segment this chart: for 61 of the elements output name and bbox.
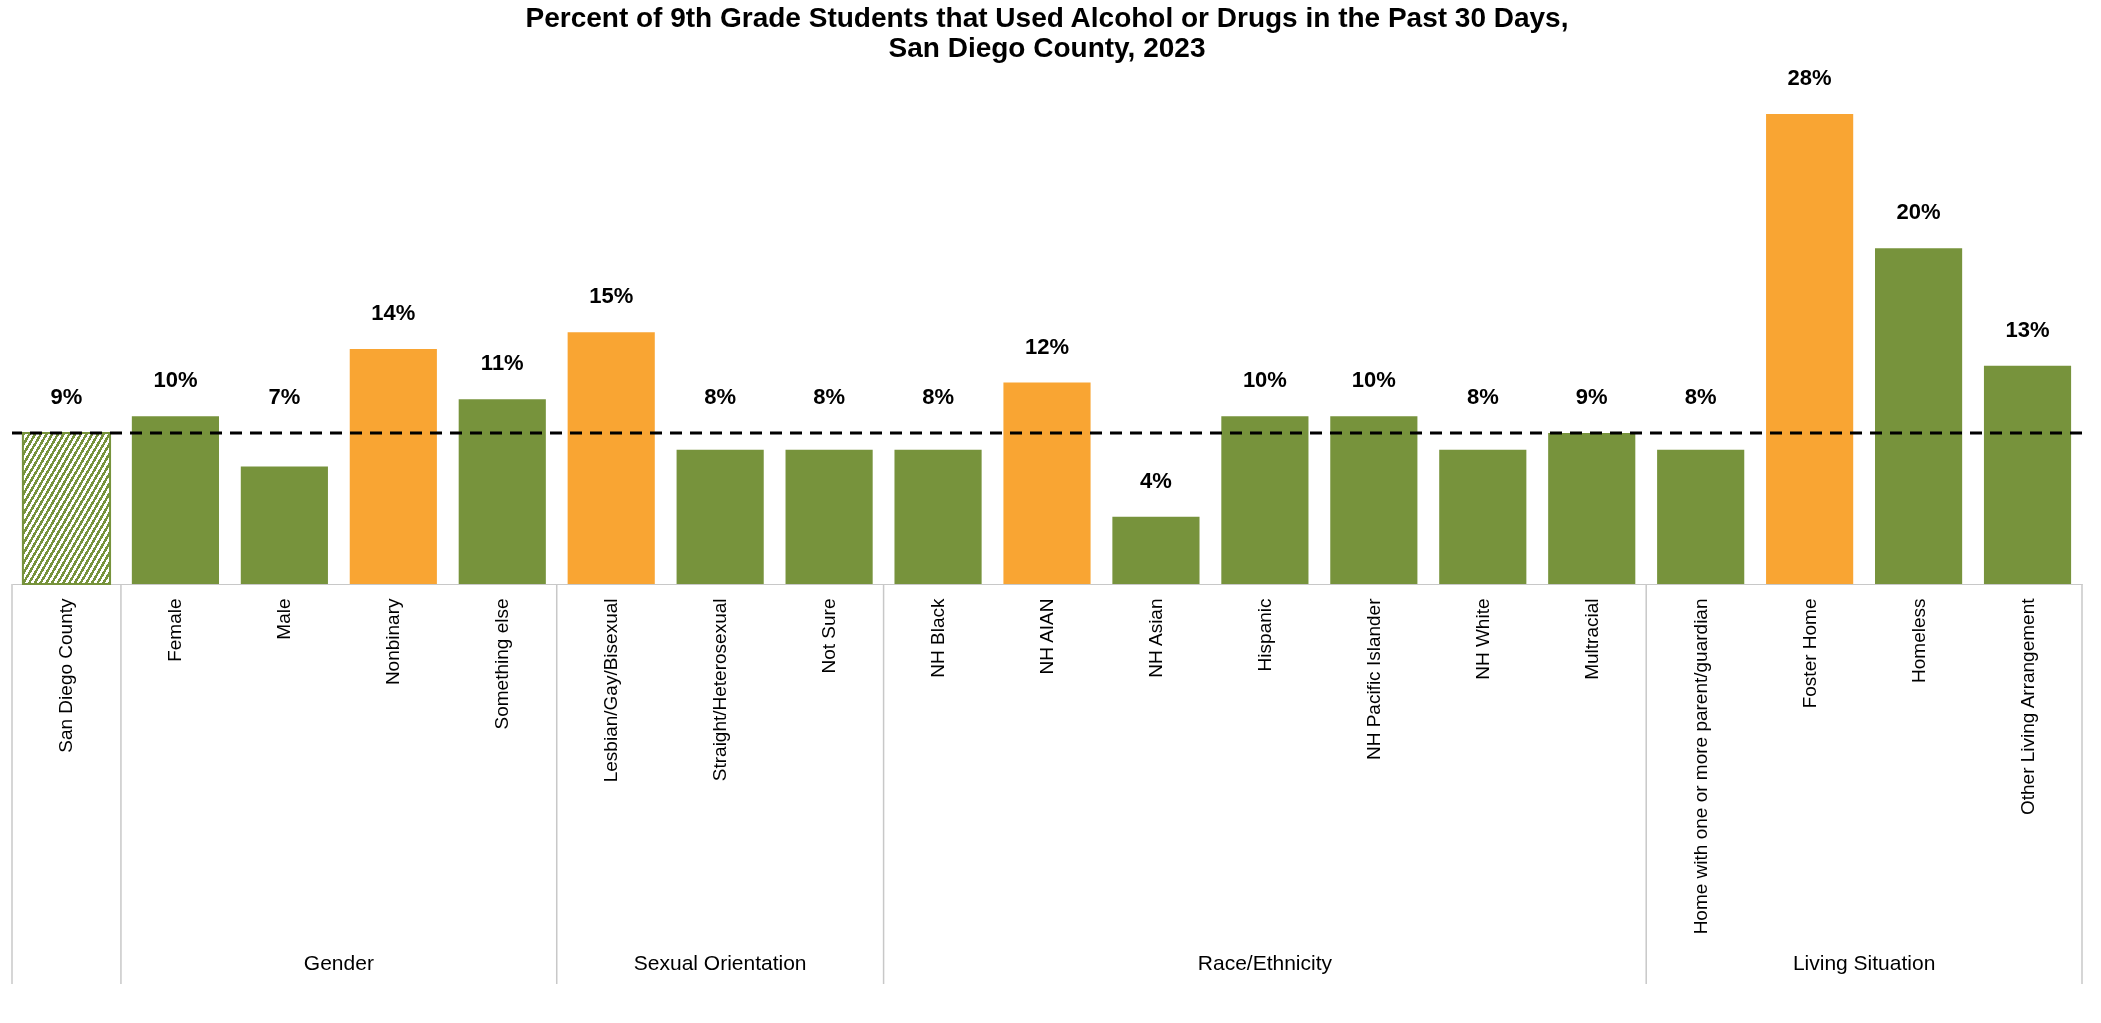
bar bbox=[1003, 382, 1091, 584]
bar bbox=[1221, 416, 1309, 584]
x-tick-label: NH Pacific Islander bbox=[1362, 597, 1384, 761]
data-label: 8% bbox=[704, 383, 737, 409]
x-tick-label: Home with one or more parent/guardian bbox=[1689, 598, 1711, 935]
bar bbox=[1766, 114, 1854, 584]
bar bbox=[1657, 449, 1745, 584]
bar bbox=[785, 449, 873, 584]
x-tick-label: Female bbox=[164, 598, 186, 662]
data-label: 12% bbox=[1024, 333, 1070, 359]
x-tick-label: Not Sure bbox=[818, 598, 840, 674]
x-tick-label: NH AIAN bbox=[1036, 598, 1057, 675]
text: Sexual Orientation bbox=[633, 951, 807, 974]
x-tick-label: Homeless bbox=[1907, 598, 1929, 683]
bar bbox=[349, 349, 437, 584]
data-label: 8% bbox=[1684, 383, 1717, 409]
x-tick-label: Nonbinary bbox=[382, 598, 404, 686]
data-label: 9% bbox=[50, 383, 83, 409]
data-label: 20% bbox=[1896, 199, 1941, 225]
x-tick-label: Hispanic bbox=[1253, 598, 1275, 672]
bar bbox=[1112, 516, 1200, 584]
bar bbox=[1439, 449, 1527, 584]
data-label: 10% bbox=[1351, 367, 1396, 393]
data-label: 11% bbox=[480, 350, 524, 376]
bar bbox=[1983, 365, 2072, 584]
bar bbox=[240, 466, 328, 584]
bar bbox=[1330, 416, 1418, 584]
x-tick-label: Other Living Arrangement bbox=[2016, 597, 2038, 816]
data-label: 28% bbox=[1787, 65, 1832, 90]
text: Living Situation bbox=[1792, 951, 1936, 974]
x-tick-label: NH White bbox=[1471, 598, 1493, 680]
data-label: 8% bbox=[1466, 383, 1499, 409]
data-label: 8% bbox=[813, 383, 845, 409]
bar bbox=[676, 449, 764, 584]
bar bbox=[894, 449, 982, 584]
chart-title: Percent of 9th Grade Students that Used Alcohol or Drugs in the Past 30 Days, San Diego County, 2023 bbox=[525, 2, 1569, 63]
data-label: 10% bbox=[153, 367, 198, 393]
bar bbox=[1875, 248, 1963, 584]
text: Gender bbox=[303, 951, 374, 974]
data-label: 9% bbox=[1575, 383, 1608, 409]
x-tick-label: NH Black bbox=[927, 598, 949, 678]
bar bbox=[458, 399, 546, 584]
bar bbox=[567, 332, 655, 584]
x-tick-label: San Diego County bbox=[55, 598, 77, 753]
x-tick-label: Straight/Heterosexual bbox=[709, 598, 731, 782]
x-tick-label: Male bbox=[273, 598, 295, 640]
data-label: 10% bbox=[1242, 367, 1287, 393]
data-label: 8% bbox=[922, 383, 954, 409]
text: Race/Ethnicity bbox=[1197, 951, 1333, 974]
data-label: 13% bbox=[2005, 316, 2050, 342]
bar bbox=[1548, 432, 1636, 584]
x-tick-label: Multracial bbox=[1580, 598, 1602, 680]
bar bbox=[131, 416, 219, 584]
x-tick-label: Something else bbox=[491, 598, 513, 730]
data-label: 15% bbox=[589, 283, 634, 309]
x-tick-label: Foster Home bbox=[1798, 598, 1820, 709]
data-label: 7% bbox=[268, 383, 301, 409]
data-label: 14% bbox=[371, 300, 416, 325]
x-tick-label: Lesbian/Gay/Bisexual bbox=[600, 598, 622, 783]
x-tick-label: NH Asian bbox=[1144, 598, 1166, 678]
data-label: 4% bbox=[1140, 467, 1172, 493]
